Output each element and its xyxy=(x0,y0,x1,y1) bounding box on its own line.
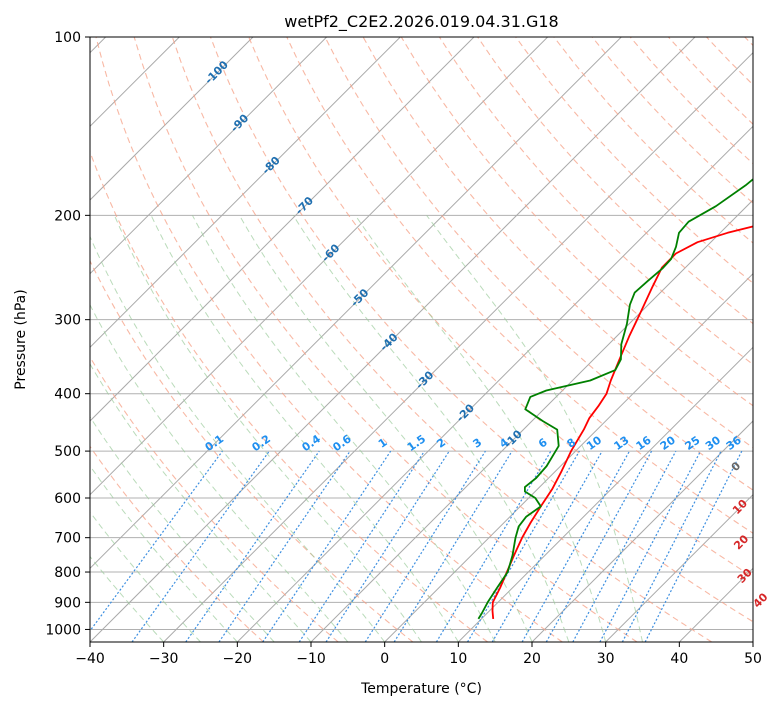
moist-adiabat-line xyxy=(0,215,164,642)
y-tick-label: 200 xyxy=(54,208,81,224)
y-tick-label: 500 xyxy=(54,444,81,460)
isotherm-line xyxy=(753,24,775,642)
mixing-ratio-line xyxy=(522,451,629,642)
x-tick-label: −30 xyxy=(149,651,179,667)
mixing-ratio-label: 36 xyxy=(724,433,744,453)
dry-adiabat-line xyxy=(478,37,775,642)
isotherm-line xyxy=(16,24,634,642)
y-tick-label: 900 xyxy=(54,595,81,611)
x-axis-label: Temperature (°C) xyxy=(360,681,482,697)
adiabat-value-label: 20 xyxy=(731,532,751,552)
x-tick-label: 30 xyxy=(597,651,615,667)
x-tick-label: 40 xyxy=(670,651,688,667)
mixing-ratio-label: 6 xyxy=(536,436,550,451)
dry-adiabat-line xyxy=(211,37,775,642)
sounding-profiles xyxy=(478,37,775,619)
mixing-ratio-label: 25 xyxy=(683,433,703,452)
temperature-profile-line xyxy=(493,37,775,619)
x-tick-label: −40 xyxy=(75,651,105,667)
chart-title: wetPf2_C2E2.2026.019.04.31.G18 xyxy=(284,12,558,32)
isotherm-line xyxy=(164,24,775,642)
dry-adiabat-line xyxy=(516,37,775,642)
mixing-ratio-label: 2 xyxy=(434,436,448,451)
adiabat-value-label: 40 xyxy=(751,590,771,610)
moist-adiabat-line xyxy=(0,215,201,642)
adiabat-value-label: 0 xyxy=(729,459,744,474)
x-tick-label: 50 xyxy=(744,651,762,667)
dry-adiabat-line xyxy=(439,37,775,642)
x-tick-label: −20 xyxy=(223,651,253,667)
dry-adiabat-label: -100 xyxy=(202,58,231,87)
dry-adiabat-line xyxy=(668,37,775,642)
mixing-ratio-line xyxy=(365,451,485,642)
mixing-ratio-line xyxy=(299,451,424,642)
dry-adiabat-label: -50 xyxy=(348,286,371,309)
moist-adiabat-line xyxy=(355,215,605,642)
isotherm-line xyxy=(0,24,266,642)
dry-adiabat-line xyxy=(0,37,338,642)
dry-adiabat-label: -90 xyxy=(228,111,251,134)
mixing-ratio-line xyxy=(573,451,676,642)
moist-adiabat-line xyxy=(0,215,237,642)
y-axis-label: Pressure (hPa) xyxy=(13,289,29,389)
isotherm-line xyxy=(311,24,775,642)
dewpoint-profile-line xyxy=(478,37,775,619)
y-tick-label: 800 xyxy=(54,565,81,581)
x-tick-label: 0 xyxy=(380,651,389,667)
mixing-ratio-label: 20 xyxy=(658,433,678,453)
dry-adiabat-label: -20 xyxy=(454,401,477,424)
mixing-ratio-label: 10 xyxy=(584,433,604,453)
y-tick-label: 1000 xyxy=(45,622,81,638)
mixing-ratio-label: 1 xyxy=(376,436,390,451)
x-tick-label: −10 xyxy=(296,651,326,667)
x-tick-label: 20 xyxy=(523,651,541,667)
isotherm-line xyxy=(458,24,775,642)
y-tick-label: 300 xyxy=(54,313,81,329)
isotherm-line xyxy=(90,24,708,642)
y-tick-label: 700 xyxy=(54,531,81,547)
moist-adiabat-line xyxy=(239,215,532,642)
dry-adiabat-line xyxy=(58,37,488,642)
dry-adiabat-line xyxy=(554,37,775,642)
isotherm-line xyxy=(0,24,340,642)
dry-adiabat-line xyxy=(592,37,775,642)
y-tick-label: 100 xyxy=(54,30,81,46)
mixing-ratio-line xyxy=(645,451,742,642)
y-tick-label: 400 xyxy=(54,387,81,403)
mixing-ratio-line xyxy=(219,451,350,642)
dry-adiabat-line xyxy=(96,37,562,642)
mixing-ratio-label: 30 xyxy=(703,433,723,453)
mixing-ratio-label: 13 xyxy=(611,434,631,453)
dry-adiabat-line xyxy=(20,37,413,642)
y-tick-label: 600 xyxy=(54,491,81,507)
isotherm-line xyxy=(385,24,775,642)
x-tick-label: 10 xyxy=(449,651,467,667)
moist-adiabat-line xyxy=(81,215,385,642)
moist-adiabat-line xyxy=(192,215,495,642)
background-grid xyxy=(0,24,775,642)
dry-adiabat-label: -70 xyxy=(293,194,316,217)
mixing-ratio-line xyxy=(326,451,449,642)
plot-frame xyxy=(90,37,753,642)
dry-adiabat-line xyxy=(745,37,775,642)
mixing-ratio-line xyxy=(263,451,391,642)
mixing-ratio-line xyxy=(546,451,651,642)
mixing-ratio-line xyxy=(600,451,701,642)
mixing-ratio-label: 3 xyxy=(471,436,485,451)
isotherm-line xyxy=(0,24,414,642)
